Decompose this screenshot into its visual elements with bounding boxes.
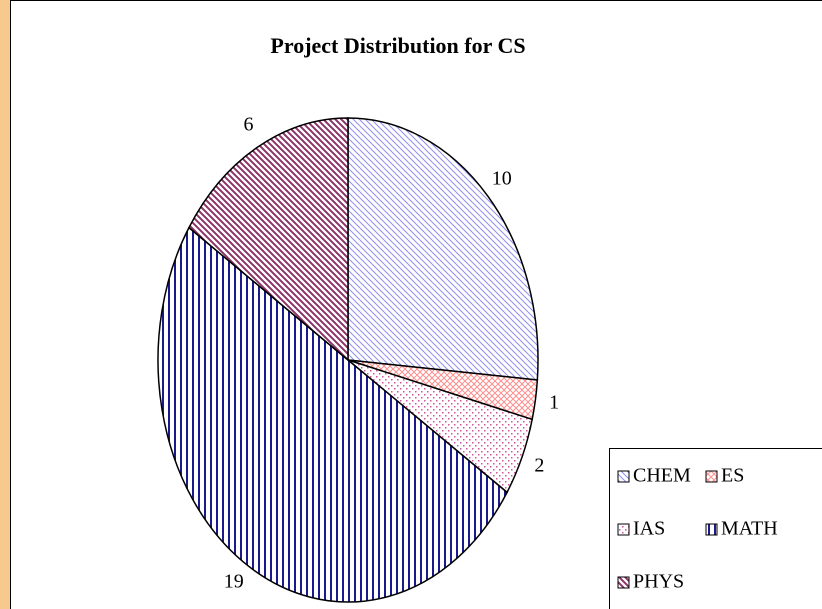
pie-slice [187, 117, 349, 362]
pie-slice [157, 226, 509, 603]
data-label: 1 [549, 391, 559, 413]
legend-label: PHYS [633, 571, 684, 593]
data-label: 10 [492, 167, 512, 189]
left-strip [0, 0, 10, 609]
legend-swatch [705, 470, 718, 483]
legend-label: ES [721, 465, 744, 487]
data-label: 6 [244, 113, 254, 135]
legend-swatch [617, 523, 630, 536]
legend-label: CHEM [633, 465, 691, 487]
legend-swatch [617, 576, 630, 589]
pie-slice [347, 117, 539, 381]
chart-title: Project Distribution for CS [270, 33, 525, 58]
data-label: 19 [224, 570, 244, 592]
data-label: 2 [534, 455, 544, 477]
legend-swatch [705, 523, 718, 536]
legend-swatch [617, 470, 630, 483]
legend-label: IAS [633, 518, 665, 540]
legend-label: MATH [721, 518, 778, 540]
